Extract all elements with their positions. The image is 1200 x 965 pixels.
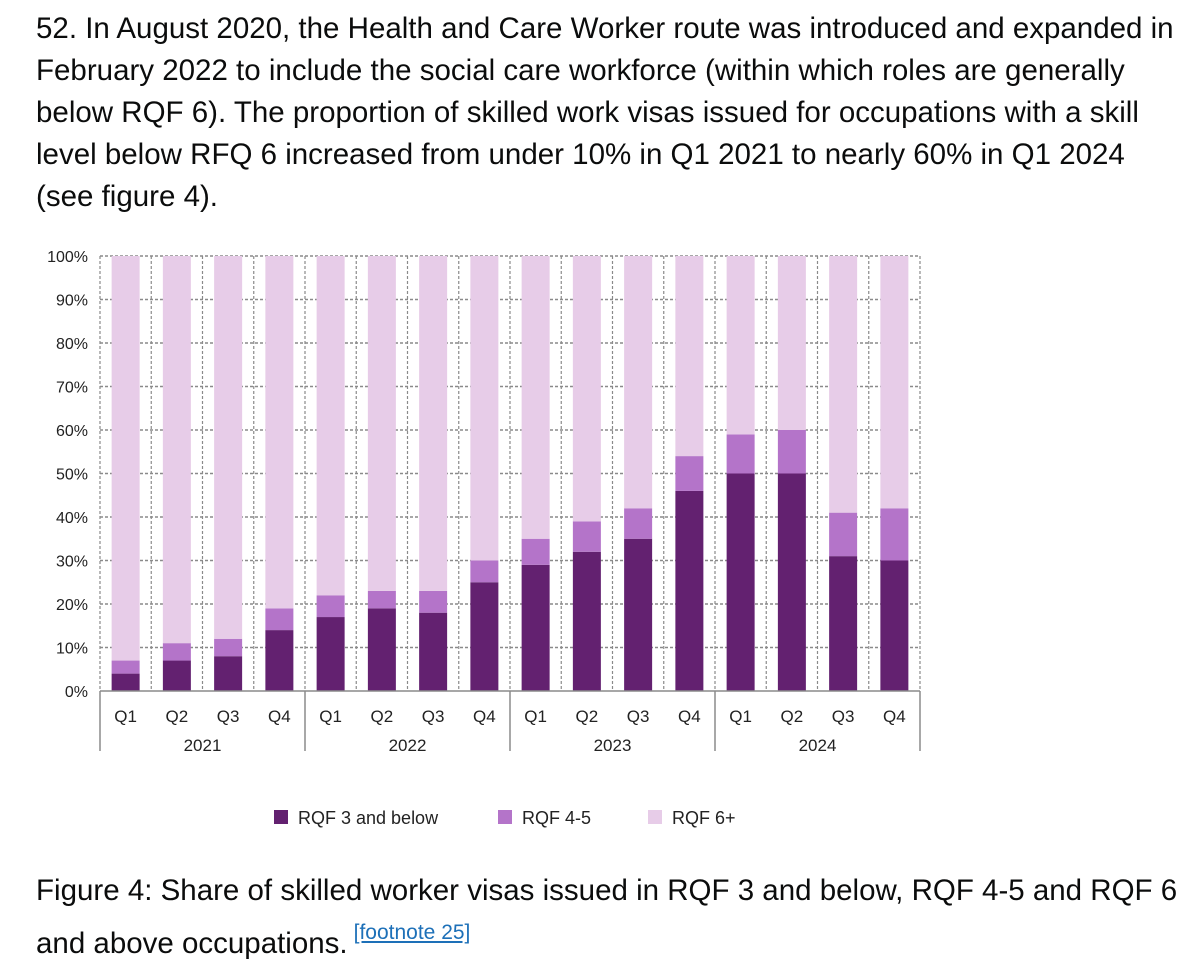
caption-text: Figure 4: Share of skilled worker visas …: [36, 874, 1178, 960]
bar-segment: [111, 660, 140, 674]
y-tick-label: 60%: [56, 423, 88, 440]
bar-segment: [214, 256, 243, 639]
bar-segment: [316, 617, 345, 691]
y-axis-ticks: 0% 10% 20% 30% 40% 50% 60% 70% 80% 90% 100%: [47, 249, 88, 701]
y-tick-label: 0%: [65, 684, 88, 701]
bar-segment: [470, 256, 499, 561]
x-tick-label: Q4: [883, 707, 906, 726]
legend-label: RQF 4-5: [522, 808, 591, 828]
y-tick-label: 30%: [56, 554, 88, 571]
x-tick-label: Q3: [627, 707, 650, 726]
bar-segment: [572, 521, 601, 552]
bar-segment: [214, 656, 243, 691]
bar-segment: [777, 430, 806, 474]
bar-segment: [624, 538, 653, 691]
bar-segment: [829, 256, 858, 513]
x-tick-label: Q1: [319, 707, 342, 726]
bar-segment: [726, 434, 755, 474]
bar-segment: [316, 595, 345, 618]
bar-segment: [829, 512, 858, 557]
x-tick-label: Q3: [832, 707, 855, 726]
x-tick-label: Q1: [729, 707, 752, 726]
x-tick-label: Q2: [371, 707, 394, 726]
bar-segment: [162, 660, 191, 691]
year-label: 2021: [184, 736, 222, 755]
year-label: 2024: [799, 736, 837, 755]
bar-segment: [675, 490, 704, 691]
figure-caption: Figure 4: Share of skilled worker visas …: [36, 870, 1186, 965]
bar-segment: [316, 256, 345, 596]
bar-segment: [572, 256, 601, 522]
y-tick-label: 10%: [56, 641, 88, 658]
x-axis: Q1 Q2 Q3 Q4 Q1 Q2 Q3 Q4 Q1 Q2 Q3 Q4 Q1 Q2 Q3 Q4 2021 2022…: [99, 690, 921, 755]
x-tick-label: Q2: [166, 707, 189, 726]
bars: [111, 256, 909, 691]
footnote-link[interactable]: [footnote 25]: [353, 921, 471, 944]
bar-segment: [726, 256, 755, 435]
bar-segment: [419, 590, 448, 613]
y-tick-label: 100%: [47, 249, 88, 266]
bar-segment: [521, 256, 550, 539]
legend-label: RQF 3 and below: [298, 808, 439, 828]
bar-segment: [521, 564, 550, 691]
bar-segment: [880, 560, 909, 691]
bar-segment: [214, 638, 243, 657]
bar-segment: [265, 608, 294, 631]
bar-segment: [572, 551, 601, 691]
year-label: 2022: [389, 736, 427, 755]
bar-segment: [367, 590, 396, 609]
bar-segment: [829, 556, 858, 691]
legend-swatch: [274, 810, 288, 824]
bar-segment: [419, 256, 448, 591]
y-tick-label: 70%: [56, 380, 88, 397]
bar-segment: [470, 560, 499, 583]
bar-segment: [624, 508, 653, 539]
bar-segment: [726, 473, 755, 691]
bar-segment: [367, 256, 396, 591]
y-tick-label: 40%: [56, 510, 88, 527]
bar-segment: [675, 256, 704, 457]
y-tick-label: 80%: [56, 336, 88, 353]
legend: RQF 3 and below RQF 4-5 RQF 6+: [274, 808, 736, 828]
bar-segment: [265, 256, 294, 609]
legend-label: RQF 6+: [672, 808, 736, 828]
y-tick-label: 20%: [56, 597, 88, 614]
bar-segment: [111, 256, 140, 661]
legend-swatch: [498, 810, 512, 824]
bar-segment: [777, 473, 806, 691]
bar-segment: [419, 612, 448, 691]
y-tick-label: 50%: [56, 467, 88, 484]
legend-swatch: [648, 810, 662, 824]
bar-segment: [777, 256, 806, 430]
bar-segment: [470, 582, 499, 691]
x-tick-label: Q4: [678, 707, 701, 726]
bar-segment: [880, 508, 909, 561]
y-tick-label: 90%: [56, 293, 88, 310]
year-label: 2023: [594, 736, 632, 755]
x-tick-label: Q2: [781, 707, 804, 726]
x-tick-label: Q2: [576, 707, 599, 726]
bar-segment: [880, 256, 909, 509]
x-tick-label: Q1: [524, 707, 547, 726]
x-tick-label: Q3: [217, 707, 240, 726]
stacked-bar-chart: 0% 10% 20% 30% 40% 50% 60% 70% 80% 90% 100% Q1 Q2 Q3…: [47, 249, 921, 828]
x-tick-label: Q4: [473, 707, 496, 726]
x-tick-label: Q1: [114, 707, 137, 726]
bar-segment: [624, 256, 653, 509]
intro-paragraph: 52. In August 2020, the Health and Care …: [36, 12, 1174, 213]
bar-segment: [111, 673, 140, 691]
x-tick-label: Q3: [422, 707, 445, 726]
bar-segment: [367, 608, 396, 691]
x-tick-label: Q4: [268, 707, 291, 726]
bar-segment: [521, 538, 550, 565]
bar-segment: [675, 456, 704, 491]
bar-segment: [162, 256, 191, 644]
bar-segment: [162, 643, 191, 661]
bar-segment: [265, 630, 294, 691]
